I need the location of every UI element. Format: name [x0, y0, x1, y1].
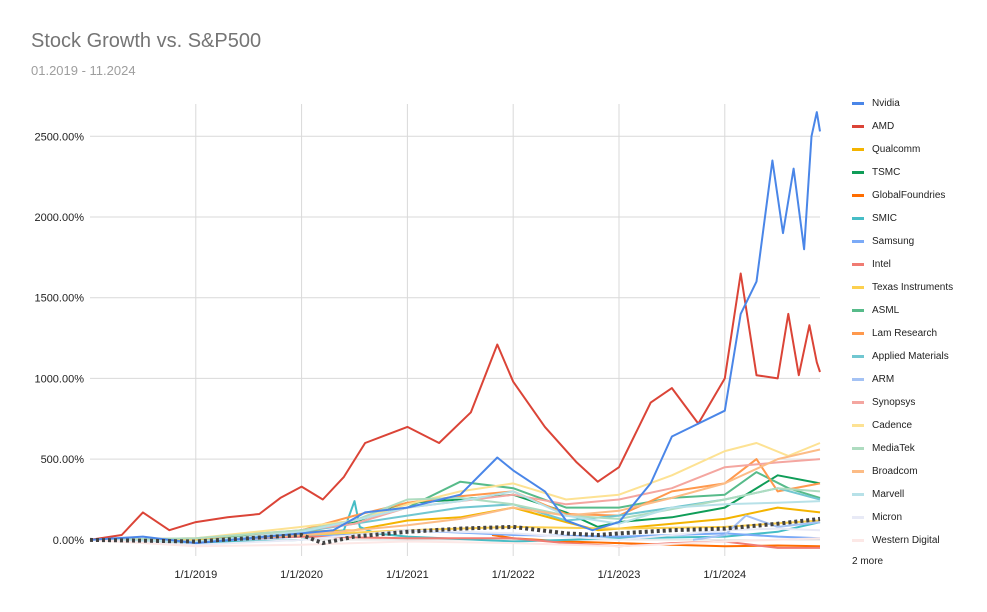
legend-item: AMD	[852, 120, 987, 143]
series-line-western-digital	[89, 537, 821, 548]
legend-label: MediaTek	[872, 443, 915, 454]
legend-label: TSMC	[872, 167, 901, 178]
legend-swatch	[852, 125, 864, 128]
x-axis-ticks: 1/1/2019 1/1/2020 1/1/2021 1/1/2022 1/1/2023…	[174, 569, 746, 581]
x-tick-label: 1/1/2019	[174, 569, 217, 581]
legend-swatch	[852, 378, 864, 381]
legend-item: Qualcomm	[852, 143, 987, 166]
x-tick-label: 1/1/2022	[492, 569, 535, 581]
y-tick-label: 500.00%	[41, 454, 85, 466]
legend-label: Applied Materials	[872, 351, 949, 362]
legend-item: Synopsys	[852, 396, 987, 419]
legend-label: SMIC	[872, 213, 897, 224]
legend-label: Broadcom	[872, 466, 918, 477]
legend-label: Western Digital	[872, 535, 940, 546]
legend-item: Applied Materials	[852, 350, 987, 373]
series-line-amd	[89, 272, 821, 541]
legend-swatch	[852, 424, 864, 427]
legend-swatch	[852, 102, 864, 105]
legend-item: ARM	[852, 373, 987, 396]
legend-item: Nvidia	[852, 97, 987, 120]
legend-item: Intel	[852, 258, 987, 281]
legend-label: ASML	[872, 305, 900, 316]
legend-label: Micron	[872, 512, 903, 523]
legend-label: Qualcomm	[872, 144, 921, 155]
legend-swatch	[852, 171, 864, 174]
x-tick-label: 1/1/2020	[280, 569, 323, 581]
legend-item: ASML	[852, 304, 987, 327]
legend-label: Cadence	[872, 420, 913, 431]
legend-item: Samsung	[852, 235, 987, 258]
legend-swatch	[852, 516, 864, 519]
legend-item: Lam Research	[852, 327, 987, 350]
x-tick-label: 1/1/2024	[703, 569, 746, 581]
legend-item: Micron	[852, 511, 987, 534]
legend-label: Lam Research	[872, 328, 938, 339]
legend-label: Intel	[872, 259, 891, 270]
y-tick-label: 1000.00%	[34, 373, 84, 385]
y-tick-label: 2000.00%	[34, 212, 84, 224]
legend-label: Texas Instruments	[872, 282, 954, 293]
y-tick-label: 2500.00%	[34, 131, 84, 143]
series-line-micron	[89, 527, 821, 546]
legend-label: GlobalFoundries	[872, 190, 946, 201]
x-tick-label: 1/1/2023	[598, 569, 641, 581]
legend-label: Nvidia	[872, 98, 900, 109]
chart-title: Stock Growth vs. S&P500	[31, 30, 262, 52]
legend-swatch	[852, 355, 864, 358]
y-tick-label: 1500.00%	[34, 293, 84, 305]
chart-subtitle: 01.2019 - 11.2024	[31, 63, 136, 78]
legend-swatch	[852, 194, 864, 197]
legend-swatch	[852, 263, 864, 266]
legend-more-button[interactable]: 2 more	[852, 556, 884, 567]
legend-item: SMIC	[852, 212, 987, 235]
legend-swatch	[852, 240, 864, 243]
series-line-cadence	[89, 442, 821, 541]
legend-item: GlobalFoundries	[852, 189, 987, 212]
legend-label: Samsung	[872, 236, 915, 247]
y-axis-ticks: 0.00% 500.00% 1000.00% 1500.00% 2000.00% 2500…	[34, 131, 84, 547]
legend-swatch	[852, 286, 864, 289]
legend-item: Texas Instruments	[852, 281, 987, 304]
series-line-arm	[692, 514, 821, 541]
legend-swatch	[852, 539, 864, 542]
series-line-marvell	[89, 490, 821, 543]
series-lines	[89, 111, 821, 549]
legend-label: Marvell	[872, 489, 905, 500]
legend-label: AMD	[872, 121, 895, 132]
legend-label: Synopsys	[872, 397, 916, 408]
legend-item: MediaTek	[852, 442, 987, 465]
legend-swatch	[852, 447, 864, 450]
legend-item: Western Digital	[852, 534, 987, 557]
legend-swatch	[852, 493, 864, 496]
legend: Nvidia AMD Qualcomm TSMC GlobalFoundries SMIC…	[852, 97, 987, 567]
y-tick-label: 0.00%	[53, 535, 84, 547]
legend-swatch	[852, 217, 864, 220]
grid-lines	[90, 104, 820, 556]
legend-swatch	[852, 470, 864, 473]
legend-swatch	[852, 148, 864, 151]
legend-label: ARM	[872, 374, 895, 385]
legend-swatch	[852, 309, 864, 312]
legend-swatch	[852, 401, 864, 404]
legend-item: TSMC	[852, 166, 987, 189]
legend-item: Broadcom	[852, 465, 987, 488]
series-line-nvidia	[89, 111, 821, 545]
legend-item: Marvell	[852, 488, 987, 511]
series-line-mediatek	[89, 487, 821, 541]
legend-swatch	[852, 332, 864, 335]
x-tick-label: 1/1/2021	[386, 569, 429, 581]
legend-item: Cadence	[852, 419, 987, 442]
